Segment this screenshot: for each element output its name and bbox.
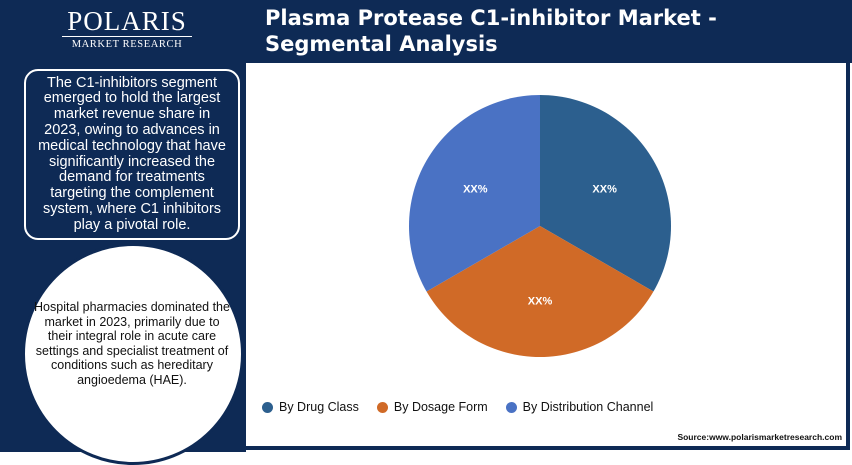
brand-logo: POLARIS MARKET RESEARCH: [62, 6, 192, 51]
legend-swatch-1: [262, 401, 273, 413]
legend-label-2: By Dosage Form: [393, 400, 488, 414]
legend-item-3: By Distribution Channel: [505, 400, 654, 414]
pie-slice-3: [409, 95, 540, 292]
callout-top: The C1-inhibitors segment emerged to hol…: [24, 69, 240, 240]
pie-slice-1: [540, 95, 671, 292]
callout-circle: [22, 243, 244, 465]
pie-data-label-3: XX%: [463, 184, 488, 196]
callout-bottom-text: Hospital pharmacies dominated the market…: [34, 300, 230, 387]
brand-name: POLARIS: [67, 6, 187, 36]
legend-swatch-3: [505, 401, 517, 413]
page-title: Plasma Protease C1-inhibitor Market - Se…: [265, 6, 717, 56]
callout-top-text: The C1-inhibitors segment emerged to hol…: [38, 74, 226, 233]
pie-data-label-1: XX%: [592, 184, 617, 196]
pie-chart: XX% XX% XX%: [409, 95, 671, 357]
legend-item-2: By Dosage Form: [376, 400, 488, 414]
header-bar: [246, 0, 852, 63]
brand-subtitle: MARKET RESEARCH: [62, 36, 192, 51]
legend-item-1: By Drug Class: [262, 400, 359, 414]
pie-data-label-2: XX%: [528, 296, 553, 308]
legend-label-3: By Distribution Channel: [522, 400, 654, 414]
legend-label-1: By Drug Class: [279, 400, 359, 414]
pie-slice-2: [426, 226, 654, 357]
legend-swatch-2: [376, 401, 388, 413]
chart-legend: By Drug Class By Dosage Form By Distributi…: [262, 400, 653, 414]
source-note: Source:www.polarismarketresearch.com: [677, 432, 842, 442]
